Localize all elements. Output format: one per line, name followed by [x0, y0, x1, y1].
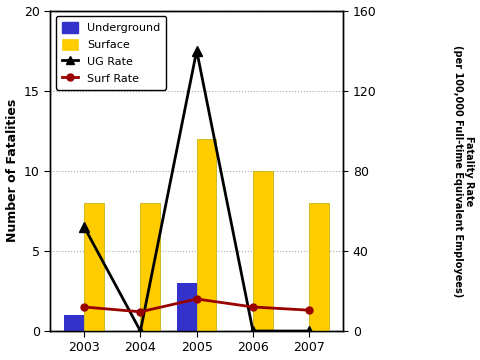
Bar	[177, 283, 197, 331]
Bar	[141, 203, 160, 331]
Y-axis label: Fatality Rate
(per 100,000 Full-time Equivalent Employees): Fatality Rate (per 100,000 Full-time Equ…	[453, 45, 474, 297]
Bar	[64, 315, 84, 331]
Legend: Underground, Surface, UG Rate, Surf Rate: Underground, Surface, UG Rate, Surf Rate	[56, 16, 166, 90]
Bar	[253, 171, 273, 331]
Bar	[84, 203, 104, 331]
Bar	[197, 139, 216, 331]
Bar	[309, 203, 329, 331]
Y-axis label: Number of Fatalities: Number of Fatalities	[6, 99, 19, 242]
